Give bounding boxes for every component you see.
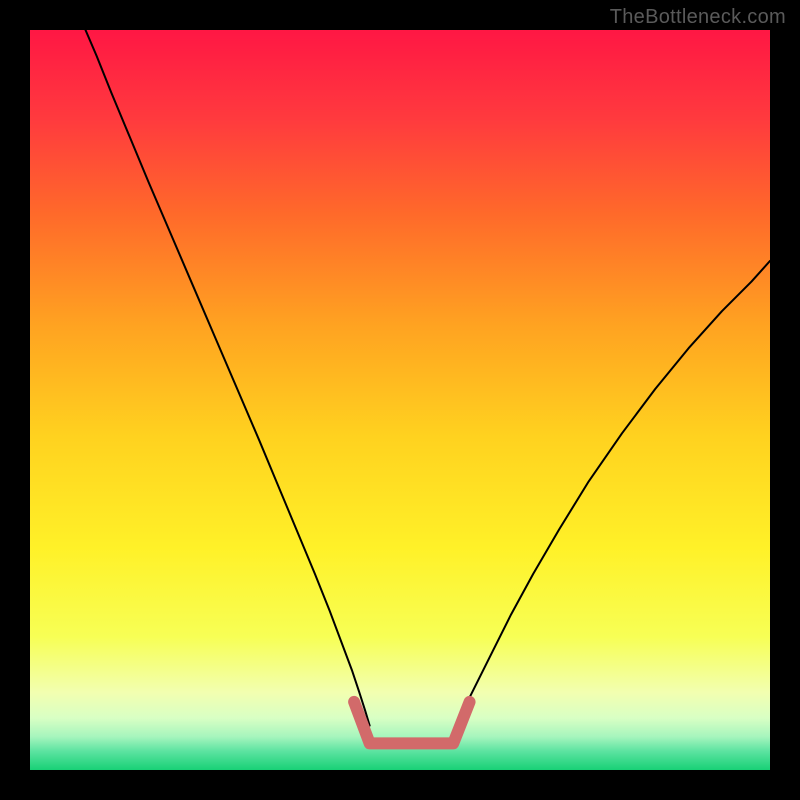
chart-area [30,30,770,770]
watermark-text: TheBottleneck.com [610,6,786,29]
chart-background [30,30,770,770]
